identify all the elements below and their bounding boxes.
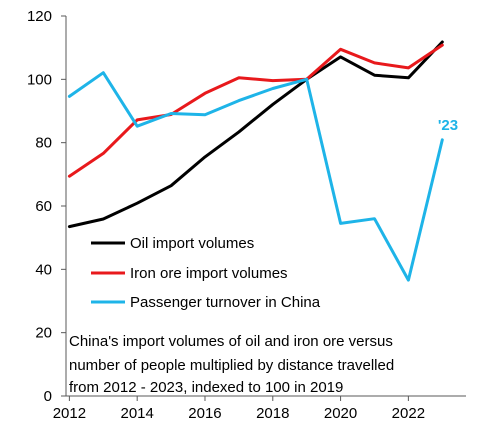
annotation-label: '23 <box>438 117 458 134</box>
y-tick-label: 40 <box>35 261 52 278</box>
y-tick-label: 60 <box>35 198 52 215</box>
legend: Oil import volumes Iron ore import volume… <box>91 235 321 311</box>
x-tick-label: 2022 <box>392 405 425 422</box>
x-tick-label: 2012 <box>53 405 86 422</box>
note-line-3: from 2012 - 2023, indexed to 100 in 2019 <box>69 379 343 396</box>
chart-note: China's import volumes of oil and iron o… <box>69 333 394 396</box>
x-tick-label: 2018 <box>256 405 289 422</box>
note-line-2: number of people multiplied by distance … <box>69 357 394 374</box>
note-line-1: China's import volumes of oil and iron o… <box>69 333 393 350</box>
y-tick-label: 120 <box>27 8 52 25</box>
series-lines <box>67 40 444 282</box>
axes: 0 20 40 60 80 100 120 2012 2014 2016 2018 2020 2022 <box>27 8 466 422</box>
x-tick-label: 2014 <box>120 405 153 422</box>
legend-label-2: Iron ore import volumes <box>130 265 288 282</box>
x-tick-label: 2016 <box>188 405 221 422</box>
y-tick-label: 0 <box>44 388 52 405</box>
y-tick-label: 20 <box>35 325 52 342</box>
series-line-1 <box>67 40 444 229</box>
y-tick-label: 100 <box>27 71 52 88</box>
y-tick-label: 80 <box>35 135 52 152</box>
legend-label-3: Passenger turnover in China <box>130 294 321 311</box>
x-tick-label: 2020 <box>324 405 357 422</box>
legend-label-1: Oil import volumes <box>130 235 254 252</box>
series-line-2 <box>67 43 444 178</box>
series-line-3 <box>67 71 444 282</box>
